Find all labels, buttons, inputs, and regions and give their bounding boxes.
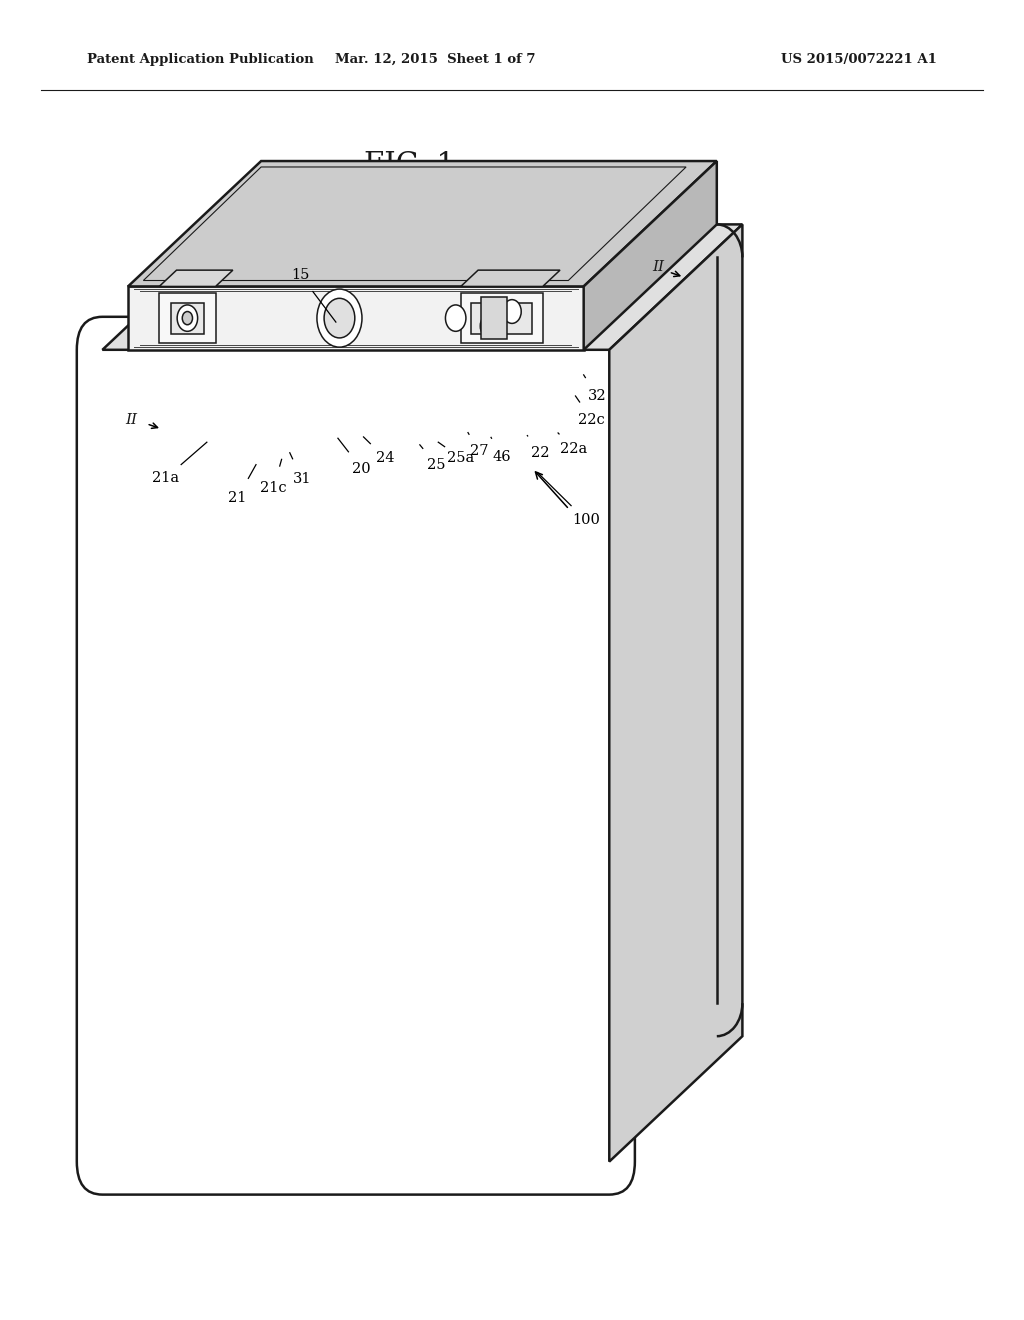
Bar [171, 302, 204, 334]
Text: Mar. 12, 2015  Sheet 1 of 7: Mar. 12, 2015 Sheet 1 of 7 [335, 53, 536, 66]
Circle shape [503, 300, 521, 323]
Text: 32: 32 [588, 389, 606, 403]
Text: 22: 22 [531, 446, 550, 459]
Bar [461, 293, 543, 343]
Bar [160, 293, 215, 343]
Text: 15: 15 [291, 268, 309, 281]
Polygon shape [461, 271, 560, 286]
Polygon shape [609, 224, 742, 1162]
Text: 31: 31 [293, 473, 311, 486]
Text: 22a: 22a [560, 442, 587, 455]
Bar [128, 286, 584, 350]
Text: 25: 25 [427, 458, 445, 471]
Polygon shape [102, 224, 742, 350]
Text: II: II [125, 413, 137, 426]
Circle shape [480, 314, 499, 338]
Text: 21c: 21c [260, 482, 287, 495]
Bar [471, 302, 532, 334]
Text: 21a: 21a [153, 471, 179, 484]
Text: FIG. 1: FIG. 1 [365, 150, 455, 180]
Text: US 2015/0072221 A1: US 2015/0072221 A1 [781, 53, 937, 66]
Text: 25a: 25a [447, 451, 474, 465]
Polygon shape [128, 161, 717, 286]
Circle shape [324, 298, 354, 338]
Polygon shape [584, 161, 717, 350]
Bar [481, 297, 507, 339]
Text: 20: 20 [352, 462, 371, 475]
Circle shape [182, 312, 193, 325]
Text: 21: 21 [228, 491, 247, 504]
Circle shape [316, 289, 362, 347]
Text: 24: 24 [376, 451, 394, 465]
Text: II: II [652, 260, 665, 273]
Text: 22c: 22c [579, 413, 605, 426]
Text: 100: 100 [571, 513, 600, 527]
Polygon shape [160, 271, 232, 286]
Circle shape [177, 305, 198, 331]
Text: 46: 46 [493, 450, 511, 463]
Text: 27: 27 [470, 445, 488, 458]
Circle shape [445, 305, 466, 331]
FancyBboxPatch shape [77, 317, 635, 1195]
Text: Patent Application Publication: Patent Application Publication [87, 53, 313, 66]
